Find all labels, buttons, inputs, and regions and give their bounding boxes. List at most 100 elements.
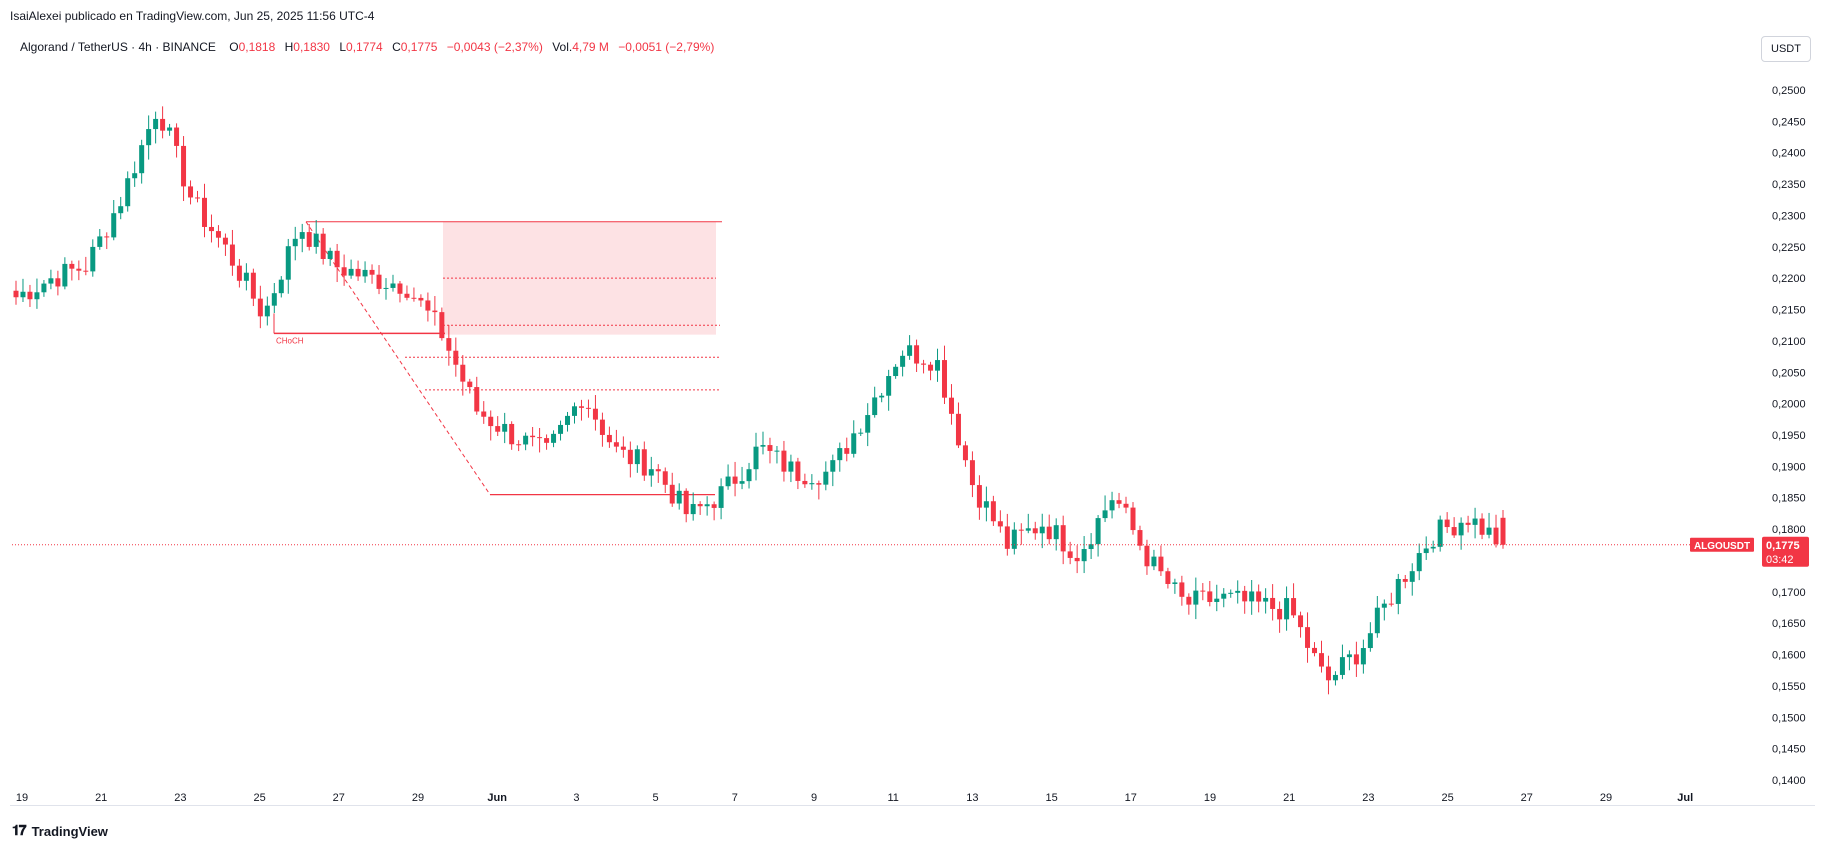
candle [683,488,689,523]
candle [1493,514,1499,548]
candle-body [767,445,773,451]
candle-body [942,360,948,398]
candle-body [578,406,584,408]
candle [1256,584,1262,613]
candle-body [20,291,26,298]
last-price-tag-bg [1762,536,1809,567]
candle [460,355,466,396]
candle-body [1011,529,1017,549]
candle [1102,495,1108,523]
candle-body [271,293,277,306]
candle-body [390,283,396,288]
candle [935,348,941,382]
candle-body [969,460,975,486]
candle-body [306,232,312,247]
candle [1018,523,1024,545]
price-axis[interactable]: 0,2500 0,2450 0,2400 0,2350 0,2300 0,2250 0,22… [1772,85,1806,787]
candle [453,337,459,377]
candle-body [648,469,654,476]
candle [1200,583,1206,601]
candle [48,269,54,290]
candle [1291,583,1297,618]
candle-body [1067,551,1073,558]
bar-countdown: 03:42 [1766,554,1794,566]
footer-brand[interactable]: 𝟏𝟕 TradingView [12,823,108,839]
y-tick-label: 0,1850 [1772,493,1806,505]
candle [104,232,110,250]
candle [662,467,668,494]
candle [62,257,68,290]
candle-body [250,272,256,299]
candle-body [488,416,494,427]
candle [1325,655,1331,695]
y-tick-label: 0,2000 [1772,399,1806,411]
candle-body [1277,608,1283,620]
candle [1151,549,1157,571]
candle-body [362,269,368,277]
candle [97,229,103,250]
candle [627,441,633,478]
candle-body [1221,593,1227,599]
time-axis[interactable]: 19 21 23 25 27 29 Jun 3 5 7 9 11 13 15 17 19 21 23 25 27 29 J… [16,792,1693,804]
candle-body [1416,553,1422,572]
candle [879,392,885,403]
candle [355,260,361,281]
y-tick-label: 0,1500 [1772,712,1806,724]
candle [1235,580,1241,604]
candle-body [893,366,899,377]
candle-body [397,283,403,294]
y-tick-label: 0,2250 [1772,242,1806,254]
candle [641,441,647,481]
candle [634,445,640,473]
candle [334,243,340,283]
candle [997,510,1003,533]
candle-body [676,490,682,504]
candle-body [174,127,180,146]
candle-body [1291,598,1297,616]
candle [76,260,82,281]
candle-body [1249,591,1255,602]
y-tick-label: 0,1450 [1772,744,1806,756]
x-tick-label: 29 [412,792,424,804]
candle-body [997,521,1003,527]
candle [1479,513,1485,540]
candle-body [229,244,235,266]
candle [1095,515,1101,557]
candle [369,264,375,284]
candle [585,399,591,418]
candle [306,224,312,251]
candle-body [334,250,340,268]
candle [565,411,571,432]
candle [1444,512,1450,533]
candle [1305,612,1311,663]
y-tick-label: 0,2300 [1772,210,1806,222]
candle-body [732,476,738,484]
candle-body [104,236,110,238]
candle [1409,563,1415,596]
candle [907,335,913,360]
candle-body [795,461,801,481]
low-value: 0,1774 [346,40,383,54]
candle-body [1116,500,1122,504]
candle-body [962,445,968,461]
candle [160,106,166,139]
candle-body [571,406,577,416]
candle [942,345,948,404]
candle-body [425,300,431,311]
candle-body [837,448,843,461]
candle [1123,496,1129,514]
candle [327,247,333,266]
symbol-name[interactable]: Algorand / TetherUS · 4h · BINANCE [20,40,216,54]
candle-body [830,460,836,472]
candle-body [411,297,417,299]
candle [1395,573,1401,615]
candle [1109,491,1115,519]
candle-body [1151,556,1157,567]
currency-button[interactable]: USDT [1761,36,1811,62]
candle-body [1214,598,1220,602]
candle [648,456,654,487]
candle-body [383,287,389,289]
candle [858,428,864,437]
candle-body [662,471,668,485]
